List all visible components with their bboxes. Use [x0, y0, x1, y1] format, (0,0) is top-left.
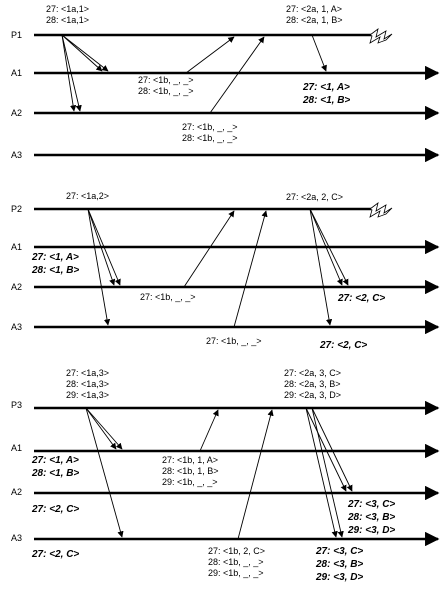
message-label: 27: <2, C> [319, 340, 367, 351]
message-label: 27: <2, C> [337, 293, 385, 304]
message-arrow [309, 208, 349, 286]
message-arrow [311, 34, 327, 72]
message-arrow [185, 36, 235, 74]
process-label: A1 [11, 443, 22, 453]
message-arrow [87, 208, 111, 326]
message-arrow [309, 208, 343, 286]
message-label: 29: <1b, _, _> [208, 568, 264, 578]
panel-1: P1 A1 A2 A3 27: <1a,1> 28: <1a,1> 27: <2… [11, 4, 440, 163]
message-label: 27: <1a,3> [66, 368, 109, 378]
crash-icon [369, 202, 393, 218]
message-arrow [85, 407, 123, 450]
process-label: A3 [11, 533, 22, 543]
message-label: 28: <1a,1> [46, 15, 89, 25]
message-label: 27: <1a,2> [66, 191, 109, 201]
panel-3: P3 A1 A2 A3 27: <1a,3> 28: <1a,3> 29: <1… [11, 368, 440, 583]
message-arrow [199, 409, 219, 452]
message-label: 27: <1, A> [302, 82, 350, 93]
message-arrow [311, 407, 344, 538]
message-label: 27: <3, C> [347, 499, 395, 510]
message-label: 28: <1, B> [31, 468, 79, 479]
message-label: 28: <3, B> [315, 559, 363, 570]
process-label: A2 [11, 282, 22, 292]
message-label: 27: <2a, 2, C> [286, 192, 343, 202]
message-arrow [85, 407, 117, 450]
message-label: 27: <2a, 3, C> [284, 368, 341, 378]
message-label: 27: <1b, _, _> [206, 336, 262, 346]
process-label: A3 [11, 150, 22, 160]
message-arrow [305, 407, 338, 538]
process-label: A2 [11, 108, 22, 118]
message-arrow [183, 210, 235, 288]
message-label: 28: <1b, 1, B> [162, 466, 219, 476]
message-arrow [85, 407, 124, 538]
process-label: P3 [11, 400, 22, 410]
message-label: 27: <1a,1> [46, 4, 89, 14]
message-label: 28: <1b, _, _> [138, 86, 194, 96]
message-label: 28: <1a,3> [66, 379, 109, 389]
message-arrow [305, 407, 347, 492]
process-label: A1 [11, 68, 22, 78]
message-label: 27: <1b, _, _> [182, 122, 238, 132]
message-label: 28: <1, B> [302, 95, 350, 106]
message-arrow [87, 208, 121, 286]
message-label: 27: <2, C> [31, 549, 79, 560]
message-label: 29: <3, D> [315, 572, 363, 583]
message-label: 28: <1, B> [31, 265, 79, 276]
process-label: A2 [11, 487, 22, 497]
message-label: 29: <1a,3> [66, 390, 109, 400]
message-label: 27: <1b, 2, C> [208, 546, 265, 556]
message-arrow [233, 210, 268, 328]
message-label: 29: <1b, _, _> [162, 477, 218, 487]
message-arrow [61, 34, 77, 112]
message-label: 27: <1b, _, _> [140, 292, 196, 302]
message-label: 27: <1, A> [31, 252, 79, 263]
message-label: 28: <2a, 3, B> [284, 379, 341, 389]
process-label: P2 [11, 204, 22, 214]
process-label: A1 [11, 242, 22, 252]
message-label: 27: <1b, _, _> [138, 75, 194, 85]
message-arrow [237, 409, 274, 540]
message-label: 27: <1b, 1, A> [162, 455, 218, 465]
message-label: 28: <1b, _, _> [208, 557, 264, 567]
message-label: 28: <2a, 1, B> [286, 15, 343, 25]
message-label: 29: <2a, 3, D> [284, 390, 341, 400]
message-label: 27: <2, C> [31, 504, 79, 515]
process-label: A3 [11, 322, 22, 332]
message-label: 27: <2a, 1, A> [286, 4, 342, 14]
message-label: 28: <3, B> [347, 512, 395, 523]
message-label: 29: <3, D> [347, 525, 395, 536]
message-label: 27: <3, C> [315, 546, 363, 557]
message-arrow [61, 34, 82, 112]
panel-2: P2 A1 A2 A3 27: <1a,2> 27: <2a, 2, C> 27… [11, 191, 440, 351]
process-label: P1 [11, 30, 22, 40]
message-arrow [87, 208, 116, 286]
crash-icon [369, 28, 393, 44]
message-arrow [209, 36, 265, 114]
message-arrow [309, 208, 333, 326]
message-arrow [61, 34, 103, 72]
message-arrow [311, 407, 353, 492]
message-label: 27: <1, A> [31, 455, 79, 466]
message-label: 28: <1b, _, _> [182, 133, 238, 143]
